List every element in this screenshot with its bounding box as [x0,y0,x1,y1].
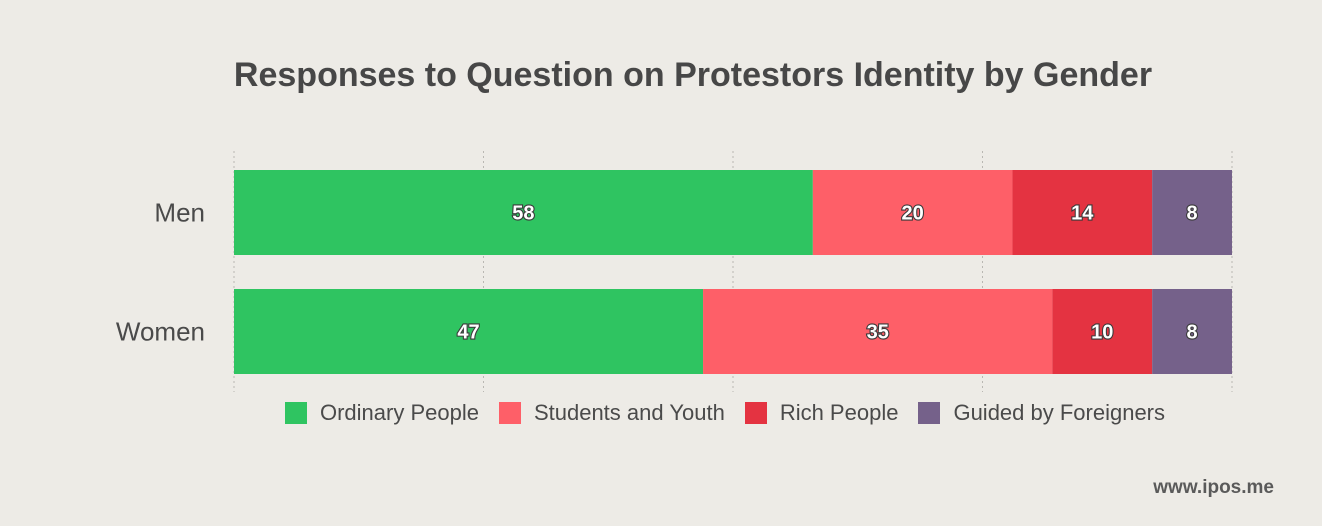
legend-label-guided-by-foreigners: Guided by Foreigners [953,400,1166,425]
bar-segment [1152,289,1232,374]
legend-swatch-ordinary-people [284,402,307,424]
data-label: 58 [512,203,534,225]
bar-segment [1152,170,1232,255]
data-label: 14 [1071,203,1094,225]
category-label: Men [154,198,205,228]
legend-item-rich-people: Rich People [744,400,899,426]
legend-item-guided-by-foreigners: Guided by Foreigners [918,400,1165,426]
data-label: 47 [457,322,479,344]
bar-segment [234,170,813,255]
category-label: Women [116,317,205,347]
legend: Ordinary People Students and Youth Rich … [0,400,1322,426]
chart-title: Responses to Question on Protestors Iden… [233,56,1153,94]
bar-segment [703,289,1053,374]
legend-label-students-and-youth: Students and Youth [533,400,725,425]
bar-segment [234,289,704,374]
data-label: 8 [1187,322,1198,344]
source-label: www.ipos.me [1153,477,1274,498]
data-label: 35 [867,322,889,344]
bar-segment [1052,289,1153,374]
legend-swatch-students-and-youth [498,402,521,424]
legend-item-ordinary-people: Ordinary People [284,400,479,426]
bar-segment [812,170,1013,255]
data-label: 10 [1091,322,1113,344]
legend-swatch-guided-by-foreigners [918,402,941,424]
data-label: 8 [1187,203,1198,225]
legend-item-students-and-youth: Students and Youth [498,400,725,426]
legend-swatch-rich-people [744,402,767,424]
legend-label-rich-people: Rich People [779,400,899,425]
data-label: 20 [902,203,924,225]
bar-segment [1012,170,1153,255]
legend-label-ordinary-people: Ordinary People [319,400,479,425]
